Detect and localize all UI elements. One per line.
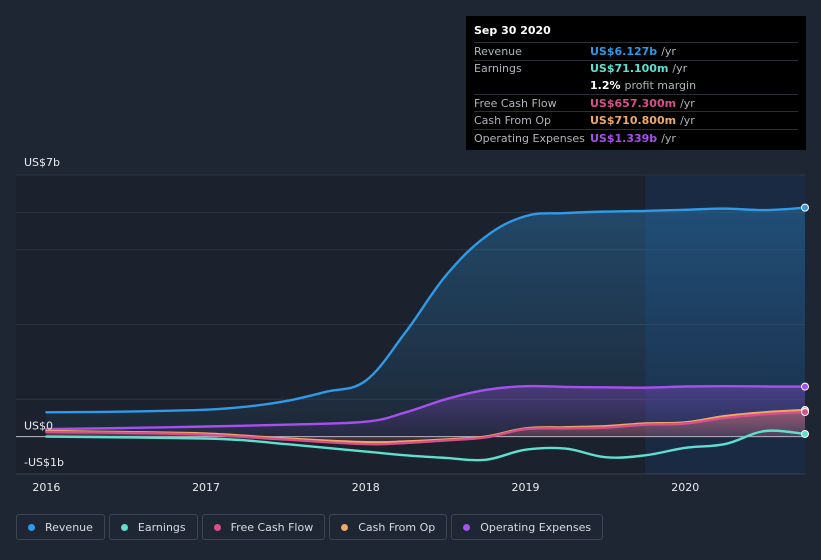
legend-dot-icon [120, 523, 128, 531]
x-axis-ticks: 2016 2017 2018 2019 2020 [32, 481, 699, 494]
tooltip-row: 1.2% profit margin [474, 77, 798, 94]
series-areas [46, 207, 806, 445]
legend-label: Free Cash Flow [230, 520, 314, 534]
tooltip-row-unit: /yr [661, 131, 676, 145]
tooltip-row-label: Earnings [474, 62, 522, 76]
series-lines [45, 206, 807, 462]
y-tick-label: -US$1b [24, 456, 64, 469]
legend-dot-icon [213, 523, 221, 531]
series-end-markers [801, 203, 809, 438]
y-tick-label: US$7b [24, 156, 60, 169]
tooltip-row: Cash From Op US$710.800m/yr [474, 111, 798, 129]
tooltip-row-value: 1.2% [590, 78, 621, 92]
x-tick-label: 2020 [671, 481, 699, 494]
tooltip-row-unit: /yr [680, 96, 695, 110]
tooltip-row-value: US$71.100m [590, 62, 669, 76]
tooltip-row: Earnings US$71.100m/yr [474, 59, 798, 78]
legend-item-free-cash-flow[interactable]: Free Cash Flow [201, 514, 326, 540]
tooltip-row: Free Cash Flow US$657.300m/yr [474, 93, 798, 112]
series-area-operating-expenses [46, 386, 806, 437]
y-tick-label: US$0 [24, 420, 53, 433]
legend-item-operating-expenses[interactable]: Operating Expenses [451, 514, 604, 540]
legend-label: Earnings [137, 520, 186, 534]
tooltip-row-label: Free Cash Flow [474, 96, 557, 110]
series-area-free-cash-flow [46, 412, 806, 445]
legend-dot-icon [28, 523, 35, 531]
series-area-revenue [46, 207, 806, 437]
legend: Revenue Earnings Free Cash Flow Cash From O… [16, 514, 607, 540]
legend-item-cash-from-op[interactable]: Cash From Op [329, 514, 448, 540]
x-tick-label: 2018 [352, 481, 380, 494]
series-line-earnings [45, 429, 807, 462]
series-line-operating-expenses [45, 384, 807, 431]
tooltip-row-label: Operating Expenses [474, 131, 585, 145]
legend-item-earnings[interactable]: Earnings [108, 514, 198, 540]
y-axis-ticks: US$7b US$0 -US$1b [24, 156, 64, 469]
tooltip-row-value: US$6.127b [590, 44, 658, 58]
x-tick-label: 2019 [511, 481, 539, 494]
series-line-revenue [45, 206, 807, 414]
tooltip-row: Operating Expenses US$1.339b/yr [474, 128, 798, 147]
legend-label: Revenue [45, 520, 93, 534]
legend-label: Operating Expenses [480, 520, 592, 534]
tooltip-row-value: US$710.800m [590, 114, 677, 128]
tooltip: Sep 30 2020 Revenue US$6.127b/yr Earnings U… [466, 16, 806, 150]
tooltip-row: Revenue US$6.127b/yr [474, 42, 798, 60]
chart: US$7b US$0 -US$1b 2016 2017 2018 2019 2020 [16, 156, 809, 494]
tooltip-row-label: Revenue [474, 44, 522, 58]
tooltip-rows: Revenue US$6.127b/yr Earnings US$71.100m/yr… [474, 42, 798, 147]
tooltip-row-unit: /yr [661, 44, 676, 58]
tooltip-row-value: US$657.300m [590, 96, 677, 110]
series-end-point-revenue [801, 203, 809, 212]
tooltip-row-unit: /yr [672, 62, 688, 76]
tooltip-row-unit: profit margin [624, 78, 697, 92]
tooltip-row-unit: /yr [680, 114, 695, 128]
tooltip-date: Sep 30 2020 [474, 24, 551, 37]
legend-dot-icon [341, 523, 349, 531]
series-line-free-cash-flow [45, 410, 807, 446]
legend-label: Cash From Op [358, 520, 436, 534]
series-end-point-free-cash-flow [801, 408, 809, 417]
tooltip-row-value: US$1.339b [590, 131, 658, 145]
x-tick-label: 2017 [192, 481, 220, 494]
legend-item-revenue[interactable]: Revenue [16, 514, 105, 540]
series-end-point-operating-expenses [801, 382, 809, 391]
x-tick-label: 2016 [32, 481, 60, 494]
legend-dot-icon [463, 523, 471, 531]
tooltip-row-label: Cash From Op [474, 114, 552, 128]
series-end-point-earnings [801, 429, 809, 438]
